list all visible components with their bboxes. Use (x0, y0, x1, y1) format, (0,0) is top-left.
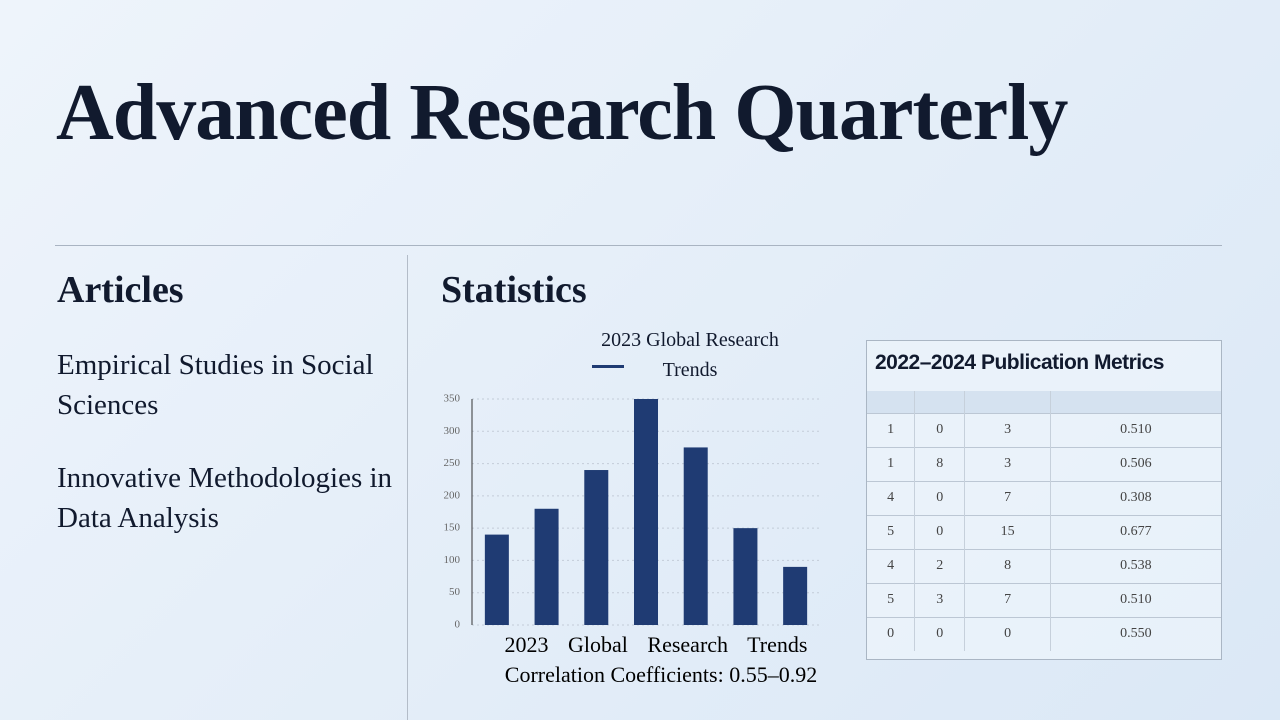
divider (55, 245, 1222, 246)
table-cell: 0.506 (1049, 447, 1221, 481)
metrics-table: 2022–2024 Publication Metrics 1 0 3 0.510 1 8… (866, 340, 1222, 660)
table-cell: 15 (964, 515, 1051, 549)
legend-entry: 2023 Global Research Trends (601, 329, 779, 381)
table-row: 5 3 7 0.510 (867, 583, 1221, 617)
table-row: 1 8 3 0.506 (867, 447, 1221, 481)
table-cell: 5 (887, 592, 895, 607)
table-row: 4 2 8 0.538 (867, 549, 1221, 583)
y-tick-label: 250 (444, 457, 461, 469)
table-row: 4 0 7 0.308 (867, 481, 1221, 515)
table-cell: 0 (914, 481, 965, 515)
article-item[interactable]: Innovative Methodologies in Data Analysi… (57, 462, 393, 534)
article-item[interactable]: Empirical Studies in Social Sciences (57, 349, 374, 421)
y-tick-label: 200 (444, 489, 461, 501)
table-cell: 1 (887, 422, 895, 437)
legend-marker (592, 365, 624, 368)
table-cell: 3 (914, 583, 965, 617)
table-cell: 5 (887, 524, 895, 539)
table-title: 2022–2024 Publication Metrics (875, 351, 1165, 374)
header-row (867, 391, 1221, 413)
table-cell: 0.308 (1049, 481, 1221, 515)
x-axis-label: 2023 Global Research Trends (505, 632, 808, 657)
table-cell: 7 (964, 583, 1051, 617)
y-tick-label: 0 (455, 619, 461, 631)
statistics-heading: Statistics (441, 269, 587, 311)
bar-chart: 0 50 100 150 200 250 300 350 2023 Global Researc… (444, 393, 820, 687)
table-cell: 0.550 (1049, 617, 1221, 651)
table-cell: 8 (914, 447, 965, 481)
journal-title: Advanced Research Quarterly (56, 69, 1068, 157)
y-tick-label: 150 (444, 522, 461, 534)
table-row: 5 0 15 0.677 (867, 515, 1221, 549)
bar (733, 528, 758, 625)
bar (783, 566, 808, 625)
table-cell: 3 (964, 413, 1051, 447)
column-divider (407, 255, 408, 720)
y-tick-label: 100 (444, 554, 461, 566)
table-cell: 2 (914, 549, 965, 583)
table-cell: 0 (914, 413, 965, 447)
table-row: 1 0 3 0.510 (867, 413, 1221, 447)
table-row: 0 0 0 0.550 (867, 617, 1221, 651)
bar (534, 508, 559, 625)
table-cell: 0 (914, 515, 965, 549)
table-cell: 0 (887, 626, 895, 642)
bar (484, 534, 509, 625)
y-tick-label: 50 (449, 586, 461, 598)
table-cell: 0 (914, 617, 965, 651)
table-cell: 4 (887, 558, 895, 573)
table-cell: 0 (964, 617, 1051, 651)
table-cell: 7 (964, 481, 1051, 515)
bar (634, 399, 658, 625)
y-tick-label: 350 (444, 393, 461, 405)
articles-heading: Articles (57, 269, 184, 311)
table-cell: 3 (964, 447, 1051, 481)
bar (584, 470, 609, 625)
table-cell: 0.510 (1049, 413, 1221, 447)
chart-caption: Correlation Coefficients: 0.55–0.92 (505, 662, 817, 687)
table-cell: 8 (964, 549, 1051, 583)
table-cell: 0.510 (1049, 583, 1221, 617)
bar (683, 447, 708, 625)
y-tick-label: 300 (444, 425, 461, 437)
table-cell: 4 (887, 490, 895, 505)
table-cell: 0.677 (1049, 515, 1221, 549)
table-cell: 0.538 (1049, 549, 1221, 583)
table-cell: 1 (887, 456, 895, 471)
table: 1 0 3 0.510 1 8 3 0.506 4 0 7 0.308 5 0 15 0.677 4 2 8 0.53… (867, 391, 1221, 651)
